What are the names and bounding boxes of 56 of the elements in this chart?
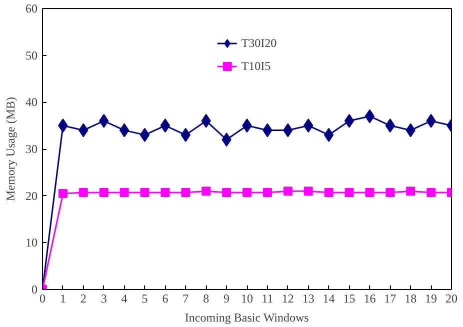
- point: [140, 128, 150, 142]
- x-tick-label: 6: [162, 292, 168, 306]
- x-tick-label: 4: [121, 292, 128, 306]
- point: [202, 186, 211, 196]
- y-tick-label: 60: [26, 2, 38, 16]
- y-tick-label: 30: [26, 142, 38, 156]
- point: [262, 188, 272, 198]
- x-tick-label: 8: [203, 292, 210, 306]
- y-axis-title: Memory Usage (MB): [4, 97, 18, 201]
- point: [426, 188, 436, 198]
- legend-label: T30I20: [241, 36, 277, 50]
- point: [140, 188, 150, 198]
- x-tick-label: 2: [80, 292, 86, 306]
- x-tick-label: 17: [384, 292, 396, 306]
- point: [406, 186, 416, 196]
- x-tick-label: 11: [262, 292, 274, 306]
- x-tick-label: 13: [302, 292, 314, 306]
- point: [119, 123, 130, 138]
- point: [304, 186, 313, 196]
- point: [324, 188, 334, 198]
- point: [222, 188, 232, 198]
- y-tick-label: 40: [26, 95, 38, 110]
- y-tick-label: 50: [26, 48, 38, 62]
- y-tick-label: 10: [26, 236, 38, 250]
- point: [324, 128, 334, 142]
- point: [99, 188, 108, 198]
- point: [344, 188, 354, 198]
- point: [78, 188, 88, 198]
- x-tick-label: 9: [224, 292, 230, 306]
- point: [344, 114, 354, 128]
- x-tick-label: 20: [446, 292, 458, 306]
- point: [386, 188, 395, 198]
- y-tick-label: 0: [32, 282, 38, 296]
- x-tick-label: 3: [100, 292, 107, 306]
- x-tick-label: 14: [322, 292, 335, 306]
- x-tick-label: 15: [343, 292, 356, 306]
- x-tick-label: 5: [142, 292, 148, 306]
- x-axis-title: Incoming Basic Windows: [184, 310, 310, 324]
- point: [160, 188, 170, 198]
- point: [364, 109, 375, 124]
- x-tick-label: 10: [241, 292, 253, 306]
- point: [283, 186, 292, 196]
- legend-label: T10I5: [241, 58, 271, 74]
- point: [58, 188, 68, 198]
- x-tick-label: 7: [182, 292, 189, 306]
- x-tick-label: 12: [282, 292, 294, 306]
- point: [242, 188, 252, 198]
- point: [181, 188, 190, 198]
- y-tick-label: 20: [26, 188, 38, 203]
- point: [160, 118, 170, 133]
- x-tick-label: 16: [364, 292, 376, 306]
- x-tick-label: 19: [425, 292, 438, 306]
- x-tick-label: 1: [60, 292, 66, 306]
- point: [365, 188, 374, 198]
- x-tick-label: 18: [404, 292, 417, 306]
- point: [120, 188, 129, 198]
